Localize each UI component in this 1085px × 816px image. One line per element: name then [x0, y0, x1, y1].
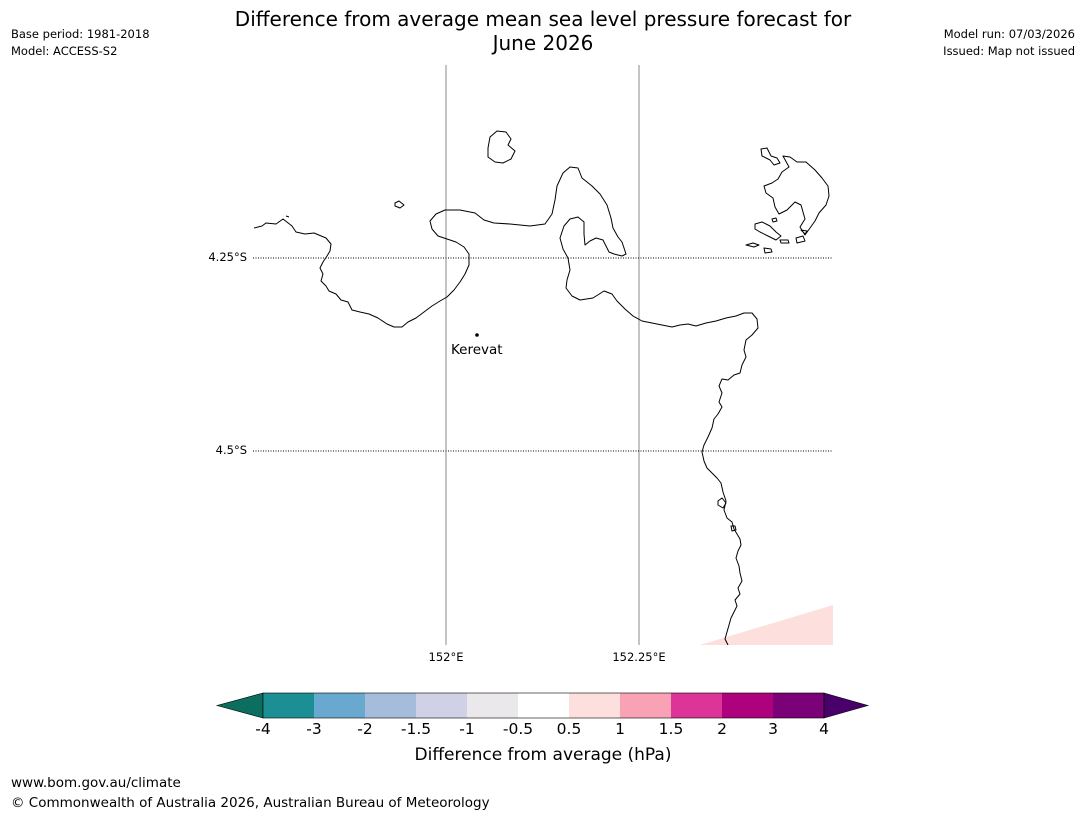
cb-tick-label: 4	[819, 720, 829, 738]
footer-url: www.bom.gov.au/climate	[11, 775, 181, 791]
colorbar-bin	[569, 693, 620, 718]
colorbar-under-arrow	[215, 692, 264, 719]
model-run: Model run: 07/03/2026	[943, 27, 1075, 41]
colorbar	[215, 692, 870, 719]
colorbar-frame	[262, 692, 825, 719]
colorbar-bin	[263, 693, 314, 718]
metadata-right: Model run: 07/03/2026 Issued: Map not is…	[943, 26, 1075, 60]
colorbar-bin	[620, 693, 671, 718]
colorbar-bin	[671, 693, 722, 718]
title-line-1: Difference from average mean sea level p…	[234, 7, 852, 31]
lat-label-4-25s: 4.25°S	[208, 250, 247, 264]
cb-tick-label: 2	[717, 720, 727, 738]
colorbar-over-arrow	[823, 692, 870, 719]
cb-tick-label: 1	[615, 720, 625, 738]
cb-tick-label: -1.5	[400, 720, 432, 738]
islands-duke-of-york	[745, 147, 830, 254]
cb-tick-label: -1	[459, 720, 475, 738]
cb-tick-label: 1.5	[658, 720, 684, 738]
colorbar-bin	[314, 693, 365, 718]
island-north	[487, 130, 516, 164]
colorbar-bin	[773, 693, 824, 718]
islet-river	[717, 497, 737, 532]
footer-copyright: © Commonwealth of Australia 2026, Austra…	[11, 795, 490, 811]
cb-tick-label: -3	[306, 720, 322, 738]
islet-west-dot	[285, 215, 290, 218]
cb-tick-label: -0.5	[502, 720, 534, 738]
colorbar-bin	[518, 693, 569, 718]
coastline-main	[253, 166, 759, 645]
lon-label-152e: 152°E	[428, 650, 464, 664]
colorbar-bin	[365, 693, 416, 718]
cb-tick-label: -2	[357, 720, 373, 738]
model-name: Model: ACCESS-S2	[11, 44, 118, 58]
kerevat-marker	[475, 333, 479, 337]
cb-tick-label: 0.5	[556, 720, 582, 738]
place-label-kerevat: Kerevat	[451, 342, 503, 358]
colorbar-bin	[722, 693, 773, 718]
metadata-left: Base period: 1981-2018 Model: ACCESS-S2	[11, 26, 150, 60]
cb-tick-label: -4	[255, 720, 271, 738]
map-title: Difference from average mean sea level p…	[143, 7, 943, 55]
colorbar-bin	[467, 693, 518, 718]
island-west	[394, 200, 405, 209]
cb-tick-label: 3	[768, 720, 778, 738]
lon-label-152-25e: 152.25°E	[612, 650, 666, 664]
lat-label-4-5s: 4.5°S	[215, 443, 247, 457]
base-period: Base period: 1981-2018	[11, 27, 150, 41]
colorbar-label: Difference from average (hPa)	[414, 745, 672, 765]
colorbar-bin	[416, 693, 467, 718]
issued-status: Issued: Map not issued	[943, 44, 1075, 58]
anomaly-fill	[700, 605, 833, 645]
title-line-2: June 2026	[492, 31, 594, 55]
